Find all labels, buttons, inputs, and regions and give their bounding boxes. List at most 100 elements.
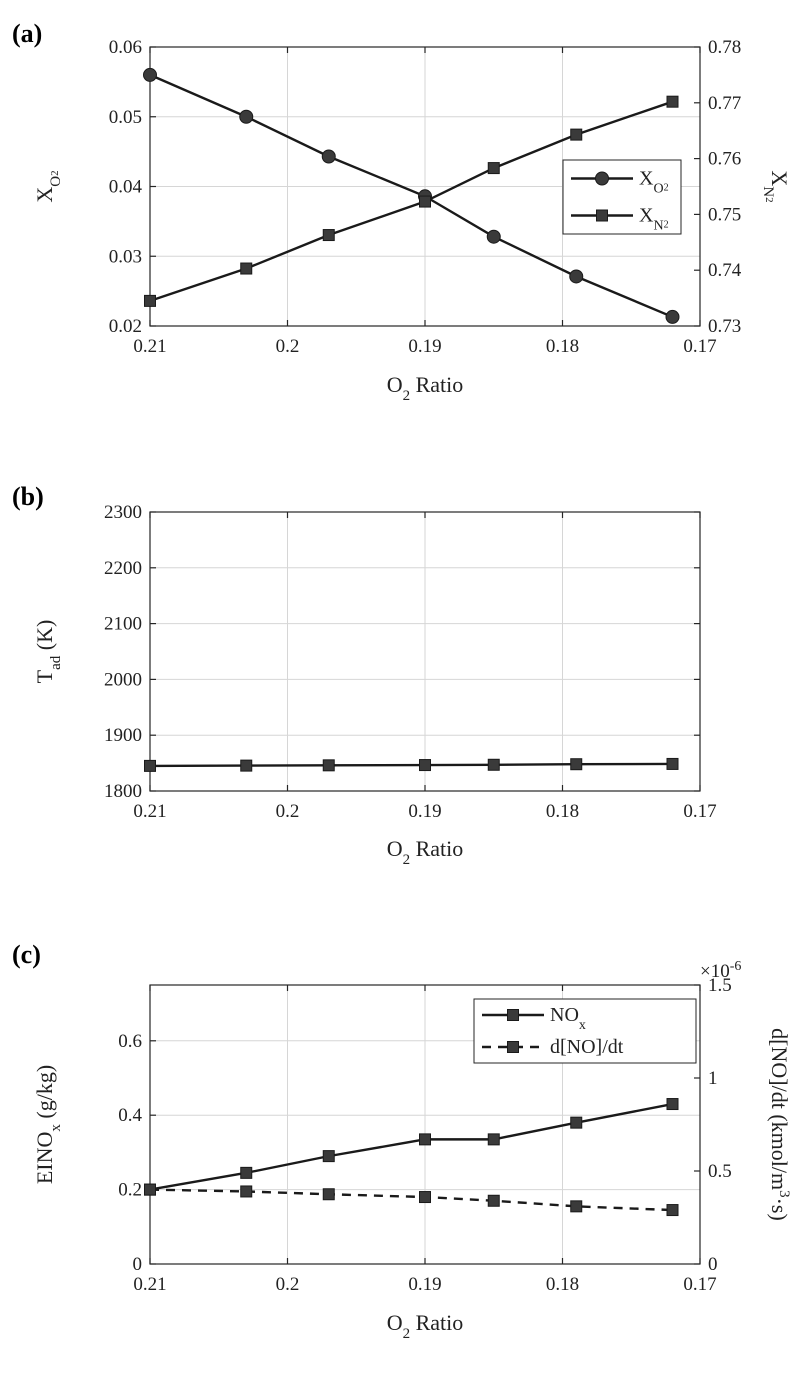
label-rest: Ratio <box>410 1310 463 1335</box>
data-point <box>321 149 336 164</box>
data-point <box>666 95 679 108</box>
label-sub: 2 <box>403 1326 411 1342</box>
legend-entry: XO2 <box>639 168 669 197</box>
y-tick-label: 0.02 <box>109 316 142 337</box>
y2-tick-label: 1.5 <box>708 975 732 996</box>
y2-tick-label: 0.77 <box>708 93 741 114</box>
multiplier-base: ×10 <box>700 961 730 982</box>
panel-label: (c) <box>12 940 41 969</box>
label-rest: (K) <box>32 620 57 656</box>
y-axis-title: Tad (K) <box>32 620 64 684</box>
y-tick-label: 0.04 <box>109 177 143 198</box>
data-point <box>666 1204 679 1217</box>
data-point <box>240 1185 253 1198</box>
data-point <box>239 109 254 124</box>
x-tick-label: 0.18 <box>546 1274 579 1295</box>
label-sub: x <box>579 1018 586 1033</box>
data-point <box>419 195 431 208</box>
data-point <box>240 262 253 275</box>
series-t-ad <box>144 757 679 772</box>
y-tick-label: 0.03 <box>109 246 142 267</box>
label-subsub: 2 <box>763 197 775 203</box>
legend-entry: NOx <box>550 1004 586 1033</box>
label-main: O <box>387 1310 403 1335</box>
data-point <box>419 759 431 772</box>
chart-panel-b: 0.21 0.2 0.19 0.18 0.17 1800 1900 2000 2100 2200 2… <box>12 482 717 868</box>
data-point <box>666 1098 679 1111</box>
label-main: X <box>32 187 57 203</box>
data-point <box>570 1200 583 1213</box>
data-point <box>570 1116 583 1129</box>
series-no-x <box>144 1098 679 1196</box>
data-point <box>322 1188 335 1201</box>
data-point <box>487 758 500 771</box>
label-sup: 3 <box>776 1190 792 1198</box>
label-sub: 2 <box>403 388 411 404</box>
legend-entry: d[NO]/dt <box>550 1036 624 1058</box>
label-main: X <box>639 168 654 190</box>
chart-panel-c: 0.21 0.2 0.19 0.18 0.1700.20.40.600.511.5×10… <box>12 940 792 1342</box>
label-main: O <box>387 372 403 397</box>
data-point <box>144 1183 156 1196</box>
data-point <box>240 1166 253 1179</box>
series-d-no-dt <box>144 1183 679 1217</box>
y-axis-title: EINOx (g/kg) <box>32 1065 64 1184</box>
y-tick-label: 2000 <box>104 669 142 690</box>
label-main: EINO <box>32 1132 57 1185</box>
label-sub: ad <box>48 655 64 670</box>
x-tick-label: 0.19 <box>408 801 441 822</box>
y2-tick-label: 0.5 <box>708 1161 732 1182</box>
y2-tick-label: 0.74 <box>708 260 742 281</box>
label-sub: N <box>760 186 776 197</box>
data-point <box>569 269 584 284</box>
data-point <box>322 759 335 772</box>
y2-multiplier: ×10-6 <box>700 959 741 983</box>
label-rest: Ratio <box>410 836 463 861</box>
label-sub: x <box>48 1124 64 1132</box>
legend-entry: XN2 <box>639 205 669 234</box>
data-point <box>143 67 157 82</box>
y2-tick-label: 0.73 <box>708 316 741 337</box>
y2-tick-label: 0.75 <box>708 204 741 225</box>
x-tick-label: 0.18 <box>546 336 579 357</box>
label-main: X <box>639 205 654 227</box>
x-tick-label: 0.21 <box>133 801 166 822</box>
data-point <box>322 1150 335 1163</box>
y2-tick-label: 0.78 <box>708 37 741 58</box>
y-tick-label: 0 <box>133 1254 143 1275</box>
y2-axis-title: d[NO]/dt (kmol/m3·s) <box>767 1028 792 1221</box>
data-point <box>486 229 501 244</box>
label-rest: ·s) <box>767 1198 792 1221</box>
label-subsub: 2 <box>664 182 669 193</box>
label-main: O <box>387 836 403 861</box>
label-main: NO <box>550 1004 579 1026</box>
x-tick-label: 0.2 <box>276 801 300 822</box>
data-point <box>322 229 335 242</box>
x-tick-label: 0.19 <box>408 1274 441 1295</box>
x-axis-title: O2 Ratio <box>387 1310 464 1342</box>
x-axis-title: O2 Ratio <box>387 836 464 868</box>
y-tick-label: 2200 <box>104 558 142 579</box>
y2-tick-label: 1 <box>708 1068 718 1089</box>
label-main: T <box>32 669 57 683</box>
y-tick-label: 0.2 <box>118 1180 142 1201</box>
legend-marker <box>595 171 609 186</box>
data-point <box>419 1191 431 1204</box>
label-main: X <box>767 170 792 186</box>
x-tick-label: 0.2 <box>276 1274 300 1295</box>
y-tick-label: 0.4 <box>118 1105 142 1126</box>
data-point <box>666 757 679 770</box>
x-tick-label: 0.19 <box>408 336 441 357</box>
chart-panel-a: 0.21 0.2 0.19 0.18 0.17 0.02 0.03 0.04 0.05 0.06 0… <box>12 19 792 404</box>
data-point <box>240 759 253 772</box>
legend-marker <box>507 1009 519 1021</box>
label-sub: N <box>653 218 663 233</box>
y-tick-label: 0.6 <box>118 1031 142 1052</box>
panel-label: (a) <box>12 19 42 48</box>
data-point <box>487 1133 500 1146</box>
data-point <box>144 294 156 307</box>
data-point <box>570 758 583 771</box>
y2-tick-label: 0 <box>708 1254 718 1275</box>
